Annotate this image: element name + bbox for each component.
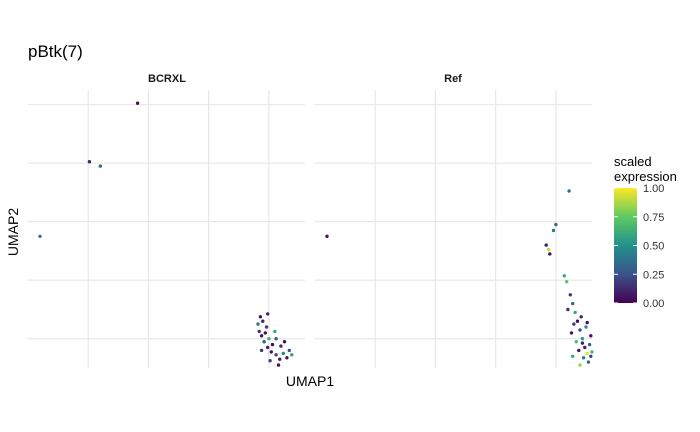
- legend-tick-label: 0.75: [643, 212, 664, 224]
- data-point: [586, 360, 591, 364]
- data-point: [571, 354, 575, 358]
- data-point: [583, 345, 587, 350]
- data-point: [256, 322, 260, 326]
- data-point: [574, 340, 578, 344]
- x-axis-title: UMAP1: [286, 373, 334, 389]
- data-point: [268, 359, 272, 363]
- chart-title: pBtk(7): [28, 42, 83, 61]
- data-point: [565, 280, 569, 284]
- data-point: [287, 348, 291, 353]
- data-point: [566, 307, 570, 312]
- data-point: [279, 344, 283, 348]
- data-point: [266, 345, 270, 350]
- legend-title-line-2: expression: [614, 169, 677, 184]
- data-point: [580, 341, 585, 345]
- facet-label-bcrxl: BCRXL: [148, 73, 186, 85]
- data-point: [551, 228, 556, 233]
- data-point: [98, 164, 103, 168]
- y-axis-title: UMAP2: [5, 208, 21, 256]
- data-point: [548, 252, 552, 256]
- legend-tick-label: 0.00: [643, 298, 664, 310]
- data-point: [546, 247, 551, 252]
- data-point: [269, 350, 273, 354]
- data-point: [578, 328, 582, 332]
- data-point: [572, 322, 576, 326]
- legend-colorbar: [614, 188, 637, 303]
- data-point: [585, 320, 589, 325]
- facet-panel-ref: Ref: [315, 73, 594, 368]
- data-point: [290, 353, 294, 357]
- data-point: [262, 340, 266, 344]
- data-point: [587, 342, 592, 347]
- data-point: [258, 315, 263, 319]
- facet-label-ref: Ref: [444, 73, 462, 85]
- data-point: [589, 334, 593, 338]
- data-point: [38, 234, 42, 238]
- data-point: [263, 331, 267, 335]
- facet-panel-bcrxl: BCRXL: [28, 73, 305, 368]
- data-point: [267, 337, 271, 341]
- data-point: [579, 315, 583, 319]
- data-point: [569, 331, 574, 335]
- data-point: [261, 319, 265, 323]
- data-point: [578, 363, 582, 367]
- data-point: [589, 354, 593, 358]
- data-point: [274, 337, 278, 341]
- data-point: [562, 274, 566, 278]
- data-point: [585, 351, 589, 356]
- data-point: [325, 234, 329, 238]
- data-point: [270, 342, 275, 347]
- data-point: [584, 325, 588, 329]
- data-point: [257, 329, 261, 334]
- data-point: [259, 348, 264, 353]
- data-point: [259, 334, 264, 338]
- data-point: [554, 222, 558, 227]
- data-point: [264, 325, 269, 329]
- data-point: [274, 353, 278, 357]
- data-point: [575, 319, 580, 323]
- data-point: [276, 363, 281, 367]
- data-point: [282, 340, 287, 344]
- data-point: [567, 189, 571, 193]
- legend-tick-label: 0.50: [643, 241, 664, 253]
- data-point: [577, 348, 581, 353]
- data-point: [580, 337, 585, 341]
- data-point: [581, 356, 586, 360]
- legend-tick-label: 1.00: [643, 183, 664, 195]
- data-point: [573, 310, 577, 315]
- color-legend: scaled expression 0.00 0.25 0.50 0.75 1.00: [614, 154, 677, 310]
- data-point: [278, 357, 282, 361]
- data-point: [544, 243, 548, 247]
- data-point: [281, 351, 285, 356]
- data-point: [590, 350, 594, 354]
- data-point: [266, 312, 270, 316]
- data-point: [571, 301, 575, 306]
- data-point: [285, 356, 289, 360]
- data-point: [135, 101, 140, 105]
- legend-title-line-1: scaled: [614, 154, 652, 169]
- data-point: [87, 160, 92, 164]
- data-point: [568, 293, 572, 297]
- data-point: [273, 329, 277, 334]
- legend-tick-label: 0.25: [643, 269, 664, 281]
